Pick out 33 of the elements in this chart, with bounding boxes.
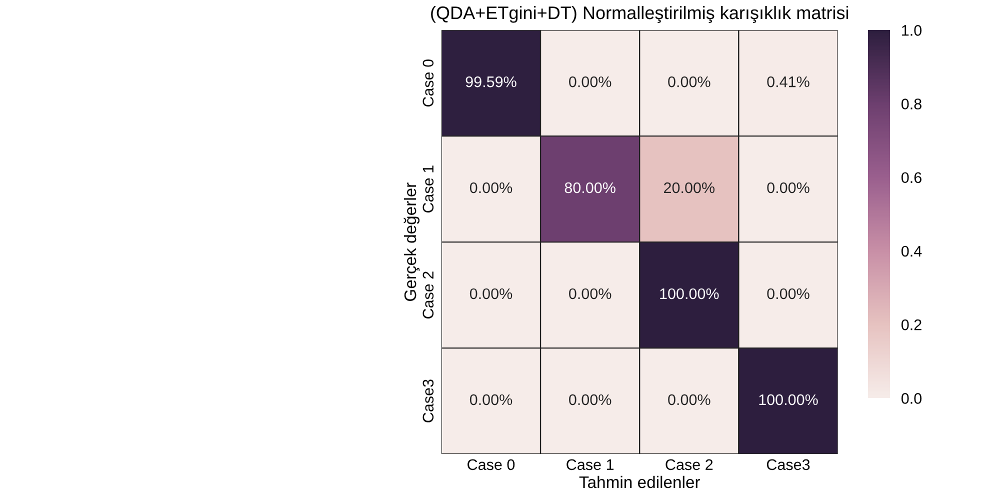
color-bar-label: 0.8 [901,98,922,110]
data-label: 99.59% [466,76,516,88]
color-bar-label: 0.0 [901,393,922,404]
x-tick-label: Case 1 [566,459,614,470]
data-label: 0.00% [470,288,512,300]
color-bar-label: 0.2 [901,319,922,330]
x-tick-label: Case 2 [666,459,713,470]
data-label: 0.00% [668,394,710,406]
data-label: 100.00% [759,394,818,406]
x-tick-label: Case 0 [468,459,515,470]
data-label: 100.00% [660,288,719,300]
data-label: 0.00% [569,76,612,88]
y-tick-label: Case 2 [422,272,434,318]
color-bar-label: 1.0 [902,25,922,36]
data-label: 0.00% [470,182,512,194]
data-label: 20.00% [664,182,715,194]
data-label: 0.00% [767,182,810,194]
color-bar-label: 0.6 [901,172,922,184]
data-label: 0.00% [569,288,612,300]
y-tick-label: Case3 [422,380,434,422]
data-label: 0.00% [767,288,810,300]
data-label: 0.00% [470,394,512,406]
x-axis-title: Tahmin edilenler [579,476,700,488]
chart-title: (QDA+ETgini+DT) Normalleştirilmiş karışıklık matrisi [431,6,848,23]
color-bar-label: 0.4 [901,246,922,257]
y-tick-label: Case 0 [422,60,434,107]
y-tick-label: Case 1 [422,166,434,213]
data-label: 0.00% [668,76,710,88]
data-label: 0.00% [569,394,612,406]
data-label: 80.00% [564,182,616,194]
data-label: 0.41% [767,76,810,88]
y-axis-title: Gerçek değerler [404,182,420,301]
x-tick-label: Case3 [766,459,810,470]
